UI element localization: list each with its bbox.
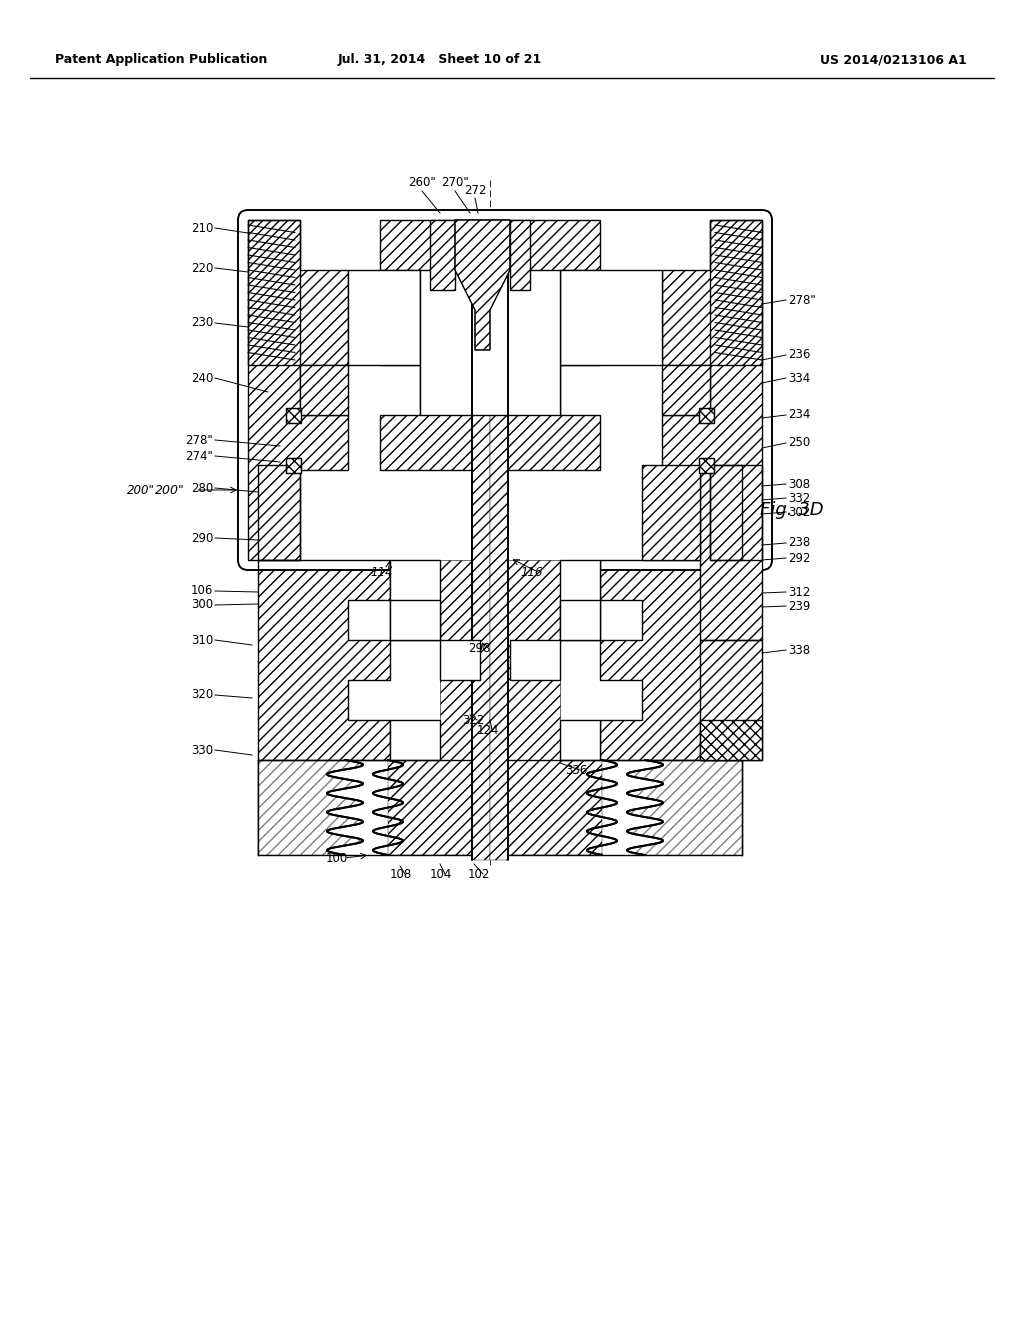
Text: 124: 124 [477, 723, 500, 737]
Polygon shape [490, 220, 508, 861]
Text: Fig. 3D: Fig. 3D [760, 502, 823, 519]
Polygon shape [662, 366, 710, 414]
Text: 260": 260" [409, 177, 436, 190]
Polygon shape [390, 560, 440, 640]
Text: 272: 272 [464, 183, 486, 197]
Text: 108: 108 [390, 867, 413, 880]
Text: 210: 210 [190, 222, 213, 235]
Text: 338: 338 [788, 644, 810, 656]
Polygon shape [710, 220, 762, 366]
Text: 320: 320 [190, 689, 213, 701]
Polygon shape [258, 560, 390, 760]
Polygon shape [560, 271, 662, 366]
Text: 332: 332 [788, 491, 810, 504]
Text: 298: 298 [468, 642, 490, 655]
Polygon shape [560, 601, 600, 640]
Text: 334: 334 [788, 371, 810, 384]
Text: Patent Application Publication: Patent Application Publication [55, 54, 267, 66]
Text: 200": 200" [155, 483, 184, 496]
Text: 200": 200" [127, 483, 155, 496]
Text: US 2014/0213106 A1: US 2014/0213106 A1 [820, 54, 967, 66]
Polygon shape [380, 220, 600, 470]
Text: 300: 300 [190, 598, 213, 611]
Text: 270": 270" [441, 177, 469, 190]
Polygon shape [440, 560, 490, 760]
Polygon shape [510, 640, 560, 680]
Polygon shape [388, 760, 472, 855]
Polygon shape [699, 408, 714, 422]
Text: 278": 278" [185, 433, 213, 446]
Polygon shape [662, 220, 762, 560]
Text: 290: 290 [190, 532, 213, 544]
Polygon shape [642, 465, 700, 560]
Polygon shape [440, 640, 480, 680]
Text: 234: 234 [788, 408, 810, 421]
Polygon shape [455, 220, 510, 350]
Polygon shape [699, 458, 714, 473]
Text: 336: 336 [565, 763, 587, 776]
Polygon shape [300, 366, 348, 414]
Polygon shape [600, 560, 742, 760]
Text: 236: 236 [788, 348, 810, 362]
Polygon shape [700, 719, 762, 760]
Polygon shape [710, 465, 742, 560]
Text: Jul. 31, 2014   Sheet 10 of 21: Jul. 31, 2014 Sheet 10 of 21 [338, 54, 542, 66]
Text: 106: 106 [190, 585, 213, 598]
Polygon shape [700, 465, 762, 640]
Text: 104: 104 [430, 867, 453, 880]
FancyBboxPatch shape [238, 210, 772, 570]
Polygon shape [390, 719, 440, 760]
Polygon shape [258, 465, 300, 560]
Text: 280: 280 [190, 482, 213, 495]
Polygon shape [430, 220, 455, 290]
Polygon shape [348, 271, 420, 366]
Polygon shape [560, 719, 600, 760]
Text: 240: 240 [190, 371, 213, 384]
Text: 100: 100 [326, 851, 348, 865]
Text: 102: 102 [468, 867, 490, 880]
Text: 308: 308 [788, 478, 810, 491]
Text: 114: 114 [370, 565, 392, 578]
Text: 302: 302 [788, 506, 810, 519]
Text: 238: 238 [788, 536, 810, 549]
Text: 274": 274" [185, 450, 213, 462]
Text: 250: 250 [788, 437, 810, 450]
Text: 220: 220 [190, 261, 213, 275]
Text: 230: 230 [190, 317, 213, 330]
Polygon shape [420, 271, 560, 414]
Text: 278": 278" [788, 293, 816, 306]
Text: 312: 312 [788, 586, 810, 598]
Text: 239: 239 [788, 599, 810, 612]
Text: 322: 322 [462, 714, 484, 726]
Polygon shape [286, 408, 301, 422]
Polygon shape [248, 220, 300, 366]
Text: 330: 330 [190, 743, 213, 756]
Polygon shape [490, 560, 560, 760]
Polygon shape [508, 760, 602, 855]
Text: 292: 292 [788, 552, 811, 565]
Polygon shape [510, 220, 530, 290]
Polygon shape [472, 220, 490, 861]
Polygon shape [390, 601, 440, 640]
Text: 310: 310 [190, 634, 213, 647]
Polygon shape [560, 560, 600, 640]
Polygon shape [248, 220, 348, 560]
Text: 116: 116 [520, 565, 543, 578]
Polygon shape [286, 458, 301, 473]
Polygon shape [700, 640, 762, 760]
